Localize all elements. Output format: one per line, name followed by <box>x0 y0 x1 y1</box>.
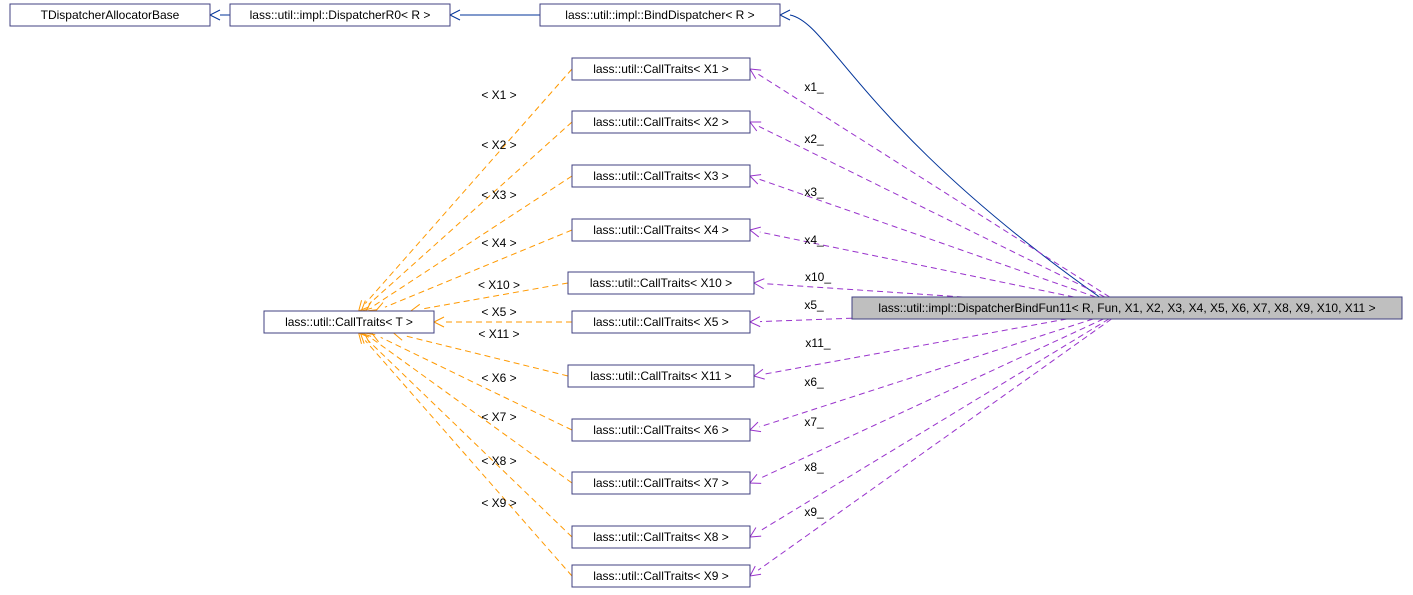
svg-text:< X5 >: < X5 > <box>481 305 516 319</box>
svg-text:< X6 >: < X6 > <box>481 371 516 385</box>
node-ctX7[interactable]: lass::util::CallTraits< X7 > <box>572 472 750 494</box>
svg-text:x10_: x10_ <box>805 270 831 284</box>
svg-text:< X7 >: < X7 > <box>481 410 516 424</box>
svg-text:< X3 >: < X3 > <box>481 188 516 202</box>
svg-text:x2_: x2_ <box>804 132 824 146</box>
svg-text:< X4 >: < X4 > <box>481 236 516 250</box>
node-ctT[interactable]: lass::util::CallTraits< T > <box>264 311 434 333</box>
node-ctX9[interactable]: lass::util::CallTraits< X9 > <box>572 565 750 587</box>
svg-text:x9_: x9_ <box>804 505 824 519</box>
node-ctX3[interactable]: lass::util::CallTraits< X3 > <box>572 165 750 187</box>
svg-text:< X11 >: < X11 > <box>478 327 519 341</box>
svg-text:x11_: x11_ <box>805 336 830 350</box>
node-main[interactable]: lass::util::impl::DispatcherBindFun11< R… <box>852 297 1402 319</box>
svg-text:x6_: x6_ <box>804 375 824 389</box>
node-ctX11[interactable]: lass::util::CallTraits< X11 > <box>568 365 754 387</box>
svg-text:x7_: x7_ <box>804 415 824 429</box>
svg-text:< X1 >: < X1 > <box>481 88 516 102</box>
svg-text:< X10 >: < X10 > <box>478 278 520 292</box>
node-r0[interactable]: lass::util::impl::DispatcherR0< R > <box>230 4 450 26</box>
nodes-layer: TDispatcherAllocatorBaselass::util::impl… <box>10 4 1402 587</box>
collaboration-diagram: TDispatcherAllocatorBaselass::util::impl… <box>0 0 1413 595</box>
node-ctX2[interactable]: lass::util::CallTraits< X2 > <box>572 111 750 133</box>
node-ctX8[interactable]: lass::util::CallTraits< X8 > <box>572 526 750 548</box>
node-tdisp[interactable]: TDispatcherAllocatorBase <box>10 4 210 26</box>
svg-text:x5_: x5_ <box>804 298 824 312</box>
svg-text:x1_: x1_ <box>804 80 824 94</box>
svg-text:x4_: x4_ <box>804 233 824 247</box>
svg-text:x8_: x8_ <box>804 460 824 474</box>
node-ctX10[interactable]: lass::util::CallTraits< X10 > <box>568 272 754 294</box>
svg-text:< X9 >: < X9 > <box>481 496 516 510</box>
node-ctX4[interactable]: lass::util::CallTraits< X4 > <box>572 219 750 241</box>
node-ctX6[interactable]: lass::util::CallTraits< X6 > <box>572 419 750 441</box>
svg-text:< X2 >: < X2 > <box>481 138 516 152</box>
node-ctX5[interactable]: lass::util::CallTraits< X5 > <box>572 311 750 333</box>
node-bind[interactable]: lass::util::impl::BindDispatcher< R > <box>540 4 780 26</box>
node-ctX1[interactable]: lass::util::CallTraits< X1 > <box>572 58 750 80</box>
svg-text:x3_: x3_ <box>804 185 824 199</box>
